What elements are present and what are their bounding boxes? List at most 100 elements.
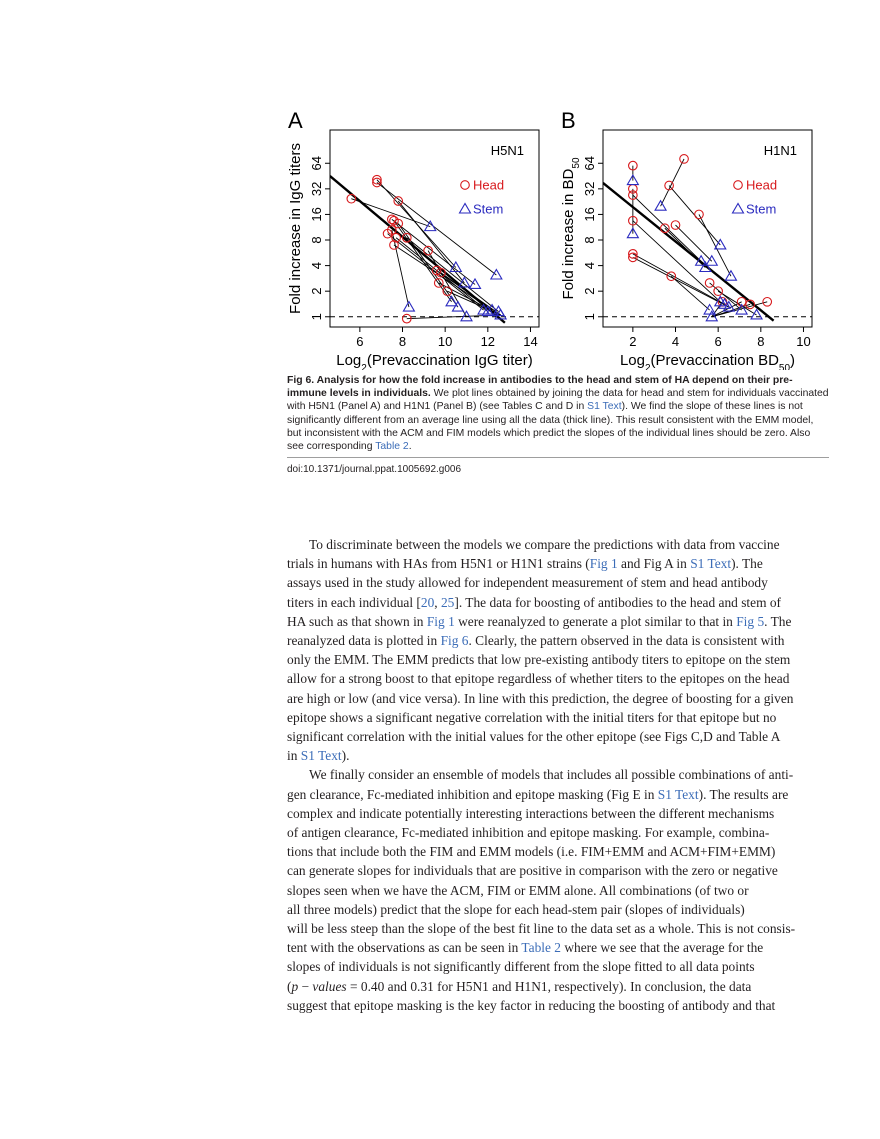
text-run: reanalyzed data is plotted in: [287, 633, 441, 649]
fit-line: [603, 182, 775, 322]
inline-link[interactable]: Fig 1: [589, 556, 618, 572]
x-label-base: Log: [620, 352, 645, 369]
head-point: [372, 177, 382, 188]
head-point: [372, 174, 382, 185]
caption-title: Fig 6. Analysis for how the fold increas…: [287, 375, 793, 400]
pair-line: [397, 200, 465, 284]
stem-point: [735, 303, 749, 315]
y-label-main: Fold increase in IgG titers: [287, 143, 304, 314]
stem-point: [705, 254, 719, 266]
plot-frame: [329, 129, 540, 328]
caption-link-table-2[interactable]: Table 2: [375, 441, 409, 453]
x-tick-label: 2: [629, 334, 636, 349]
inline-link[interactable]: Fig 6: [440, 633, 469, 649]
text-run: titers in each individual [: [287, 594, 421, 610]
pair-line: [670, 275, 710, 311]
text-line: To discriminate between the models we co…: [287, 535, 829, 554]
text-run: tent with the observations as can be see…: [287, 940, 522, 956]
x-tick-label: 14: [523, 334, 537, 349]
inline-link[interactable]: S1 Text: [690, 556, 732, 572]
text-run: ]. The data for boosting of antibodies t…: [454, 594, 781, 610]
text-run: significant correlation with the initial…: [287, 729, 781, 745]
pair-line: [698, 214, 732, 277]
stem-point: [489, 268, 503, 280]
text-run: To discriminate between the models we co…: [309, 537, 780, 552]
y-tick-label: 8: [309, 236, 324, 243]
legend-head-label: Head: [473, 178, 504, 193]
text-line: suggest that epitope masking is the key …: [287, 996, 829, 1015]
text-run: ).: [341, 748, 350, 764]
legend-stem-marker: [458, 202, 472, 214]
text-line: significant correlation with the initial…: [287, 727, 829, 746]
head-point: [442, 286, 453, 297]
pair-line: [351, 198, 431, 228]
y-tick-label: 4: [309, 262, 324, 269]
text-run: allow for a strong boost to that epitope…: [287, 671, 790, 687]
y-tick-label: 64: [582, 156, 597, 170]
text-line: gen clearance, Fc-mediated inhibition an…: [287, 785, 829, 804]
inline-link[interactable]: Table 2: [521, 940, 561, 956]
text-line: of antigen clearance, Fc-mediated inhibi…: [287, 823, 829, 842]
head-point: [762, 296, 773, 307]
stem-point: [698, 260, 712, 273]
x-label-close: ): [790, 352, 795, 369]
data-layer: [330, 175, 539, 324]
caption-text-1: We plot lines obtained by joining the da…: [287, 388, 829, 413]
x-axis-label: Log2(Prevaccination IgG titer): [336, 352, 533, 370]
head-point: [670, 220, 681, 230]
stem-point: [402, 300, 416, 312]
text-run: are high or low (and vice versa). In lin…: [287, 690, 794, 706]
caption-link-s1-text[interactable]: S1 Text: [587, 401, 622, 413]
head-point: [704, 278, 715, 288]
x-label-base: Log: [336, 352, 361, 369]
legend-head-marker: [460, 180, 470, 190]
strain-label: H1N1: [764, 143, 797, 158]
data-layer: [603, 158, 812, 322]
stem-point: [724, 269, 738, 281]
pair-line: [675, 224, 713, 262]
inline-link[interactable]: 20: [420, 594, 435, 610]
panel-letter: B: [561, 108, 576, 133]
inline-link[interactable]: S1 Text: [300, 748, 342, 764]
x-label-rest: (Prevaccination IgG titer): [367, 352, 533, 369]
pair-line: [632, 194, 702, 262]
head-point: [393, 196, 404, 206]
inline-link[interactable]: 25: [440, 594, 455, 610]
pair-line: [387, 233, 484, 311]
inline-link[interactable]: Fig 1: [426, 613, 455, 629]
head-point: [659, 223, 670, 234]
text-run: suggest that epitope masking is the key …: [287, 997, 776, 1013]
caption-divider: [287, 457, 829, 458]
figure-6: A H5N1 6 8 10 12 14 1 2 4 8 16 32 64 Log2(Prevaccinati…: [270, 108, 830, 370]
stem-point: [481, 305, 495, 317]
plot-frame: [602, 129, 813, 328]
x-tick-label: 8: [399, 334, 406, 349]
text-line: assays used in the study allowed for ind…: [287, 573, 829, 592]
text-line: complex and indicate potentially interes…: [287, 804, 829, 823]
legend-stem-label: Stem: [473, 202, 503, 217]
y-tick-label: 8: [582, 236, 597, 243]
inline-link[interactable]: Fig 5: [736, 613, 765, 629]
caption-text-3: .: [408, 441, 412, 453]
y-axis-label: Fold increase in BD50: [560, 157, 582, 299]
text-line: epitope shows a significant negative cor…: [287, 708, 829, 727]
text-run: epitope shows a significant negative cor…: [287, 709, 777, 725]
stem-point: [449, 260, 463, 273]
text-line: tent with the observations as can be see…: [287, 938, 829, 957]
head-point: [745, 299, 756, 310]
body-text: To discriminate between the models we co…: [287, 535, 829, 1015]
caption-text-2: ). We find the slope of these lines is n…: [287, 401, 814, 453]
text-run: . Clearly, the pattern observed in the d…: [468, 633, 785, 649]
text-run: (: [287, 978, 292, 994]
text-line: can generate slopes for individuals that…: [287, 861, 829, 880]
pair-line: [711, 301, 742, 318]
text-run: . The: [764, 613, 792, 629]
text-run: can generate slopes for individuals that…: [287, 863, 778, 879]
text-run: HA such as that shown in: [287, 613, 427, 629]
stem-point: [722, 300, 736, 312]
pair-line: [376, 182, 497, 276]
inline-link[interactable]: S1 Text: [657, 786, 699, 802]
stem-point: [626, 174, 640, 186]
y-tick-label: 4: [582, 262, 597, 269]
